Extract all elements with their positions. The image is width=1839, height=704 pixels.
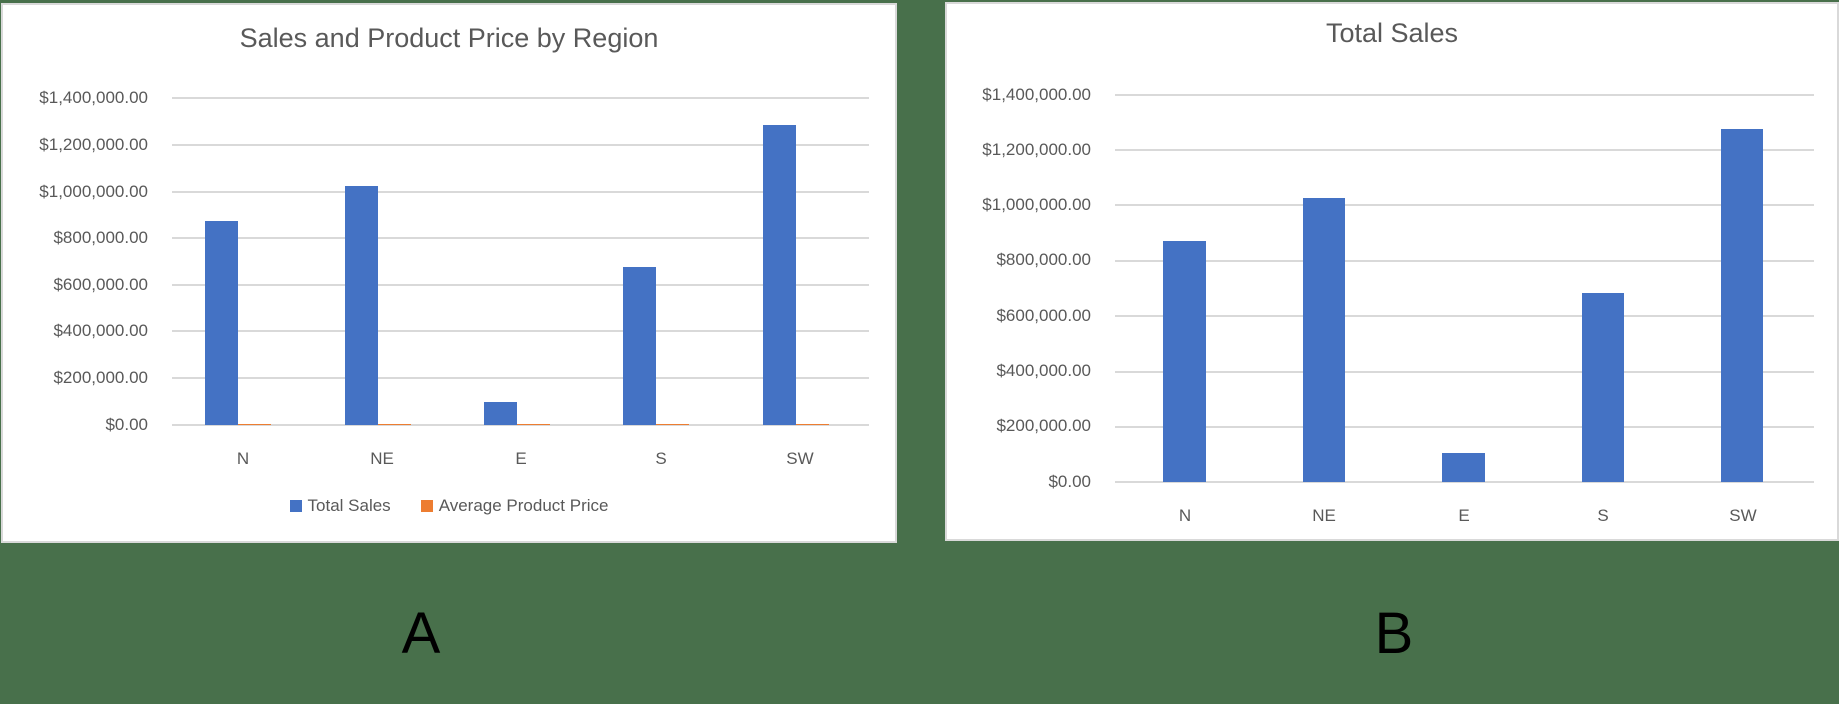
bar-total-sales-ne[interactable]: [1303, 198, 1345, 482]
chart-title: Total Sales: [1325, 18, 1459, 48]
bar-avg-price-e[interactable]: [517, 424, 550, 425]
gridline: [172, 97, 869, 99]
bar-avg-price-n[interactable]: [238, 424, 271, 425]
bar-avg-price-ne[interactable]: [378, 424, 411, 425]
y-tick-label: $0.00: [1048, 472, 1091, 491]
y-tick-label: $400,000.00: [53, 321, 148, 340]
gridline: [1115, 315, 1814, 317]
bar-total-sales-e[interactable]: [1442, 453, 1485, 482]
gridline: [1115, 260, 1814, 262]
x-tick-label: E: [515, 449, 527, 468]
x-tick-label: N: [1178, 506, 1192, 525]
bar-avg-price-s[interactable]: [656, 424, 689, 425]
legend-label: Total Sales: [307, 496, 391, 515]
chart-title: Sales and Product Price by Region: [239, 23, 659, 53]
y-tick-label: $200,000.00: [996, 416, 1091, 435]
x-axis-line: [1115, 481, 1814, 483]
x-tick-label: SW: [786, 449, 814, 468]
plot-area: [172, 97, 869, 429]
y-tick-label: $1,400,000.00: [982, 85, 1091, 104]
bar-total-sales-sw[interactable]: [1721, 129, 1763, 482]
bar-total-sales-s[interactable]: [1582, 293, 1624, 482]
x-tick-label: NE: [1312, 506, 1336, 525]
gridline: [1115, 371, 1814, 373]
x-axis-line: [172, 424, 869, 426]
y-tick-label: $600,000.00: [996, 306, 1091, 325]
chart-panel-b: Total Sales $1,400,000.00 $1,200,000.00 …: [945, 2, 1839, 541]
bar-total-sales-n[interactable]: [205, 221, 238, 425]
x-tick-label: SW: [1729, 506, 1757, 525]
y-tick-label: $200,000.00: [53, 368, 148, 387]
y-tick-label: $1,200,000.00: [39, 135, 148, 154]
y-tick-label: $800,000.00: [996, 250, 1091, 269]
y-tick-label: $400,000.00: [996, 361, 1091, 380]
caption-a: A: [401, 601, 441, 666]
gridline: [172, 377, 869, 379]
bar-total-sales-ne[interactable]: [345, 186, 378, 425]
bar-total-sales-n[interactable]: [1163, 241, 1206, 482]
plot-area: [1115, 94, 1814, 484]
y-tick-label: $600,000.00: [53, 275, 148, 294]
legend: Total Sales Average Product Price: [3, 496, 895, 516]
bar-total-sales-s[interactable]: [623, 267, 656, 425]
gridline: [172, 237, 869, 239]
y-tick-label: $800,000.00: [53, 228, 148, 247]
gridline: [1115, 204, 1814, 206]
x-tick-label: S: [655, 449, 667, 468]
x-tick-label: E: [1458, 506, 1470, 525]
x-tick-label: NE: [370, 449, 394, 468]
bar-avg-price-sw[interactable]: [796, 424, 829, 425]
gridline: [172, 330, 869, 332]
legend-swatch-orange: [420, 500, 433, 512]
legend-label: Average Product Price: [438, 496, 609, 515]
legend-swatch-blue: [289, 500, 302, 512]
y-tick-label: $0.00: [105, 415, 148, 434]
x-tick-label: S: [1597, 506, 1609, 525]
legend-item-total-sales[interactable]: Total Sales: [289, 496, 391, 516]
caption-b: B: [1374, 601, 1414, 666]
gridline: [1115, 94, 1814, 96]
chart-panel-a: Sales and Product Price by Region $1,400…: [1, 3, 897, 543]
bar-total-sales-sw[interactable]: [763, 125, 796, 425]
y-tick-label: $1,000,000.00: [982, 195, 1091, 214]
gridline: [172, 191, 869, 193]
gridline: [172, 144, 869, 146]
bar-total-sales-e[interactable]: [484, 402, 517, 425]
y-tick-label: $1,200,000.00: [982, 140, 1091, 159]
gridline: [1115, 149, 1814, 151]
legend-item-average-product-price[interactable]: Average Product Price: [420, 496, 609, 516]
y-tick-label: $1,000,000.00: [39, 182, 148, 201]
gridline: [172, 284, 869, 286]
gridline: [1115, 426, 1814, 428]
y-tick-label: $1,400,000.00: [39, 88, 148, 107]
x-tick-label: N: [236, 449, 250, 468]
